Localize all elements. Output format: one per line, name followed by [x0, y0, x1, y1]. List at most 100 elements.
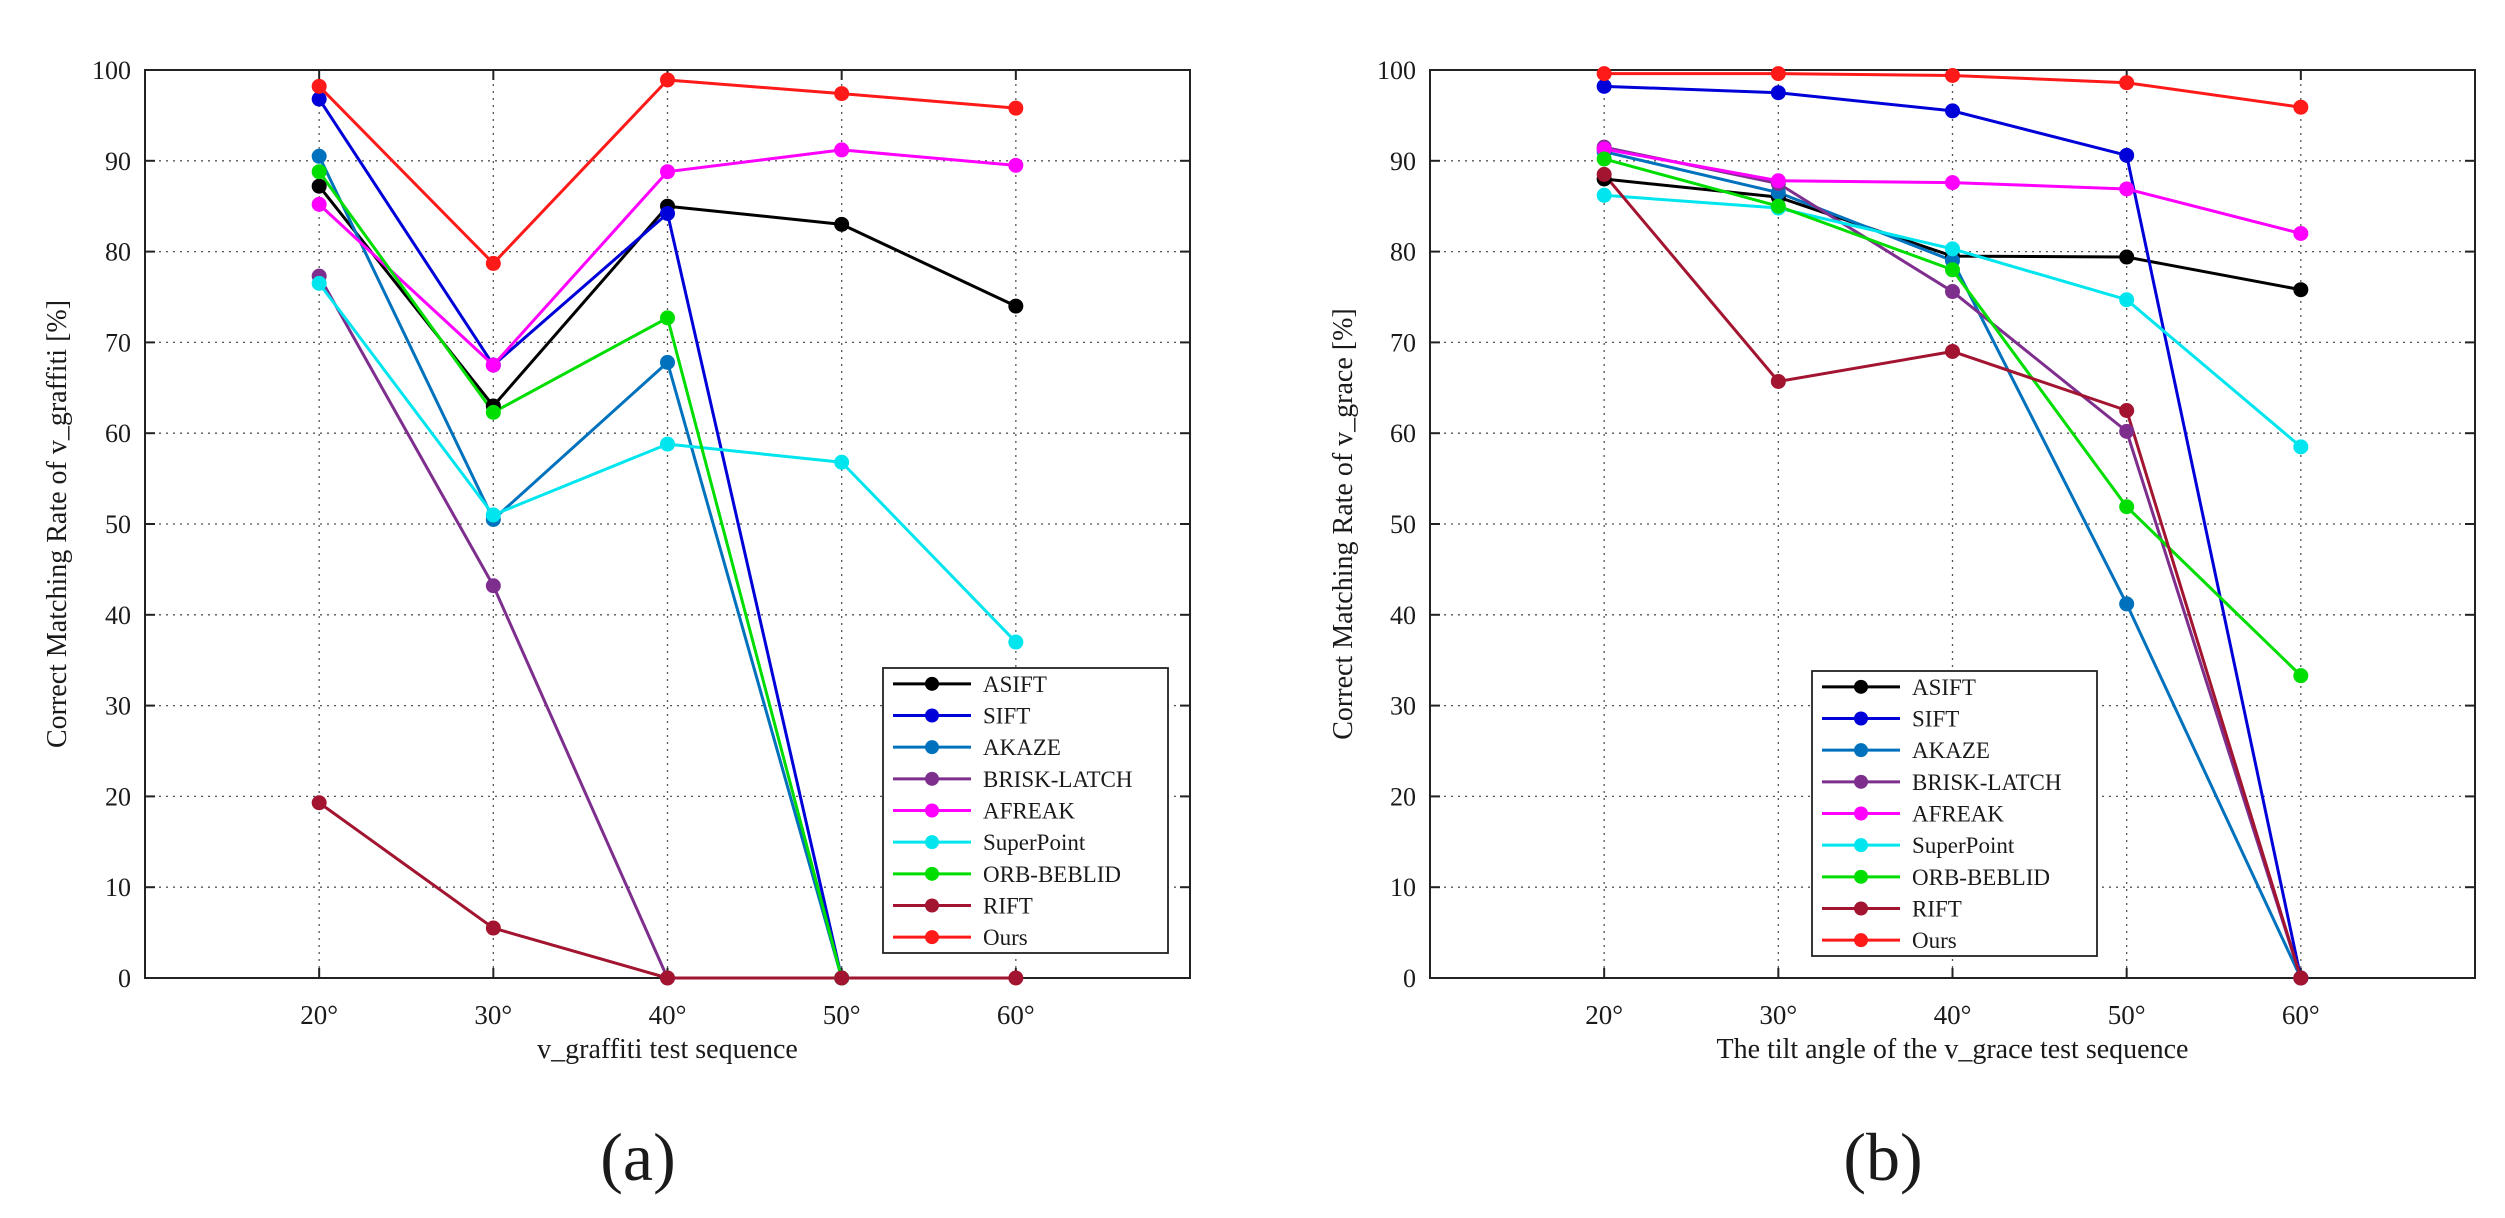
- data-point-afreak: [2119, 181, 2135, 197]
- data-point-superpoint: [1008, 634, 1024, 650]
- legend: ASIFT SIFT AKAZE BRISK-LATCH AFREAK SuperPoin…: [882, 667, 1169, 954]
- data-point-ours: [660, 72, 675, 88]
- data-point-asift: [311, 178, 327, 194]
- y-tick-label: 50: [1390, 510, 1416, 539]
- legend-swatch-marker: [925, 708, 939, 723]
- data-point-sift: [1596, 78, 1612, 94]
- legend-entry: RIFT: [1912, 897, 1962, 922]
- data-point-rift: [1596, 166, 1612, 182]
- y-tick-label: 60: [105, 419, 131, 448]
- legend-swatch-marker: [1854, 869, 1868, 884]
- y-tick-label: 100: [92, 56, 131, 85]
- data-point-afreak: [1945, 175, 1960, 191]
- y-tick-label: 30: [1390, 692, 1416, 721]
- y-tick-label: 70: [1390, 328, 1416, 357]
- data-point-asift: [834, 216, 850, 232]
- legend-swatch-marker: [925, 771, 939, 786]
- data-point-orb-beblid: [2293, 668, 2309, 684]
- legend-swatch-marker: [925, 740, 939, 755]
- data-point-afreak: [1770, 173, 1786, 189]
- legend-swatch-marker: [1854, 679, 1868, 694]
- legend-entry: RIFT: [983, 894, 1033, 919]
- x-tick-label: 60°: [2282, 1000, 2320, 1030]
- data-point-afreak: [485, 357, 501, 373]
- legend-entry: SIFT: [1912, 707, 1959, 732]
- legend-entry: BRISK-LATCH: [1912, 770, 2062, 795]
- data-point-afreak: [1008, 157, 1024, 173]
- legend-swatch-marker: [1854, 774, 1868, 789]
- data-point-afreak: [311, 196, 327, 212]
- legend-swatch-marker: [1854, 711, 1868, 726]
- data-point-afreak: [2293, 225, 2309, 241]
- x-tick-label: 30°: [474, 1000, 512, 1030]
- data-point-rift: [2293, 970, 2309, 986]
- legend-entry: AKAZE: [1912, 738, 1990, 763]
- data-point-ours: [834, 86, 850, 102]
- legend-entry: AFREAK: [983, 799, 1075, 824]
- data-point-rift: [1945, 343, 1960, 359]
- data-point-ours: [485, 255, 501, 271]
- data-point-orb-beblid: [1770, 198, 1786, 214]
- y-tick-label: 20: [105, 782, 131, 811]
- data-point-superpoint: [2293, 439, 2309, 455]
- data-point-ours: [311, 78, 327, 94]
- legend-entry: SuperPoint: [983, 830, 1086, 855]
- data-point-orb-beblid: [2119, 499, 2135, 515]
- x-tick-label: 40°: [1934, 1000, 1972, 1030]
- data-point-ours: [2293, 99, 2309, 115]
- data-point-akaze: [2119, 596, 2135, 612]
- legend-swatch-marker: [925, 676, 939, 691]
- data-point-rift: [1008, 970, 1024, 986]
- legend-swatch-marker: [1854, 838, 1868, 853]
- x-tick-label: 50°: [2108, 1000, 2146, 1030]
- legend-swatch-marker: [925, 803, 939, 818]
- legend-entry: AFREAK: [1912, 802, 2004, 827]
- x-tick-label: 30°: [1759, 1000, 1797, 1030]
- x-tick-label: 50°: [823, 1000, 861, 1030]
- legend-entry: SIFT: [983, 704, 1030, 729]
- data-point-superpoint: [485, 507, 501, 523]
- data-point-sift: [311, 91, 327, 107]
- legend-entry: SuperPoint: [1912, 833, 2015, 858]
- y-tick-label: 0: [118, 964, 131, 993]
- x-axis-label: v_graffiti test sequence: [537, 1034, 798, 1065]
- y-tick-label: 50: [105, 510, 131, 539]
- data-point-afreak: [834, 142, 850, 158]
- x-tick-label: 40°: [649, 1000, 687, 1030]
- data-point-afreak: [660, 164, 675, 180]
- legend-swatch-marker: [925, 866, 939, 881]
- legend-entry: BRISK-LATCH: [983, 767, 1133, 792]
- data-point-rift: [2119, 403, 2135, 418]
- data-point-orb-beblid: [1945, 262, 1960, 278]
- data-point-superpoint: [1596, 187, 1612, 203]
- data-point-orb-beblid: [660, 310, 675, 326]
- legend-swatch-marker: [1854, 901, 1868, 916]
- panel-label: (b): [1843, 1119, 1922, 1195]
- data-point-superpoint: [2119, 292, 2135, 308]
- data-point-ours: [1770, 66, 1786, 82]
- legend-entry: ASIFT: [983, 672, 1047, 697]
- data-point-sift: [1770, 85, 1786, 101]
- data-point-orb-beblid: [1596, 151, 1612, 167]
- y-tick-label: 20: [1390, 782, 1416, 811]
- legend-swatch-marker: [1854, 806, 1868, 821]
- data-point-rift: [485, 920, 501, 936]
- y-tick-label: 60: [1390, 419, 1416, 448]
- data-point-asift: [2119, 249, 2135, 265]
- y-tick-label: 80: [1390, 238, 1416, 267]
- data-point-rift: [1770, 373, 1786, 389]
- legend-entry: Ours: [983, 925, 1028, 950]
- data-point-akaze: [660, 354, 675, 370]
- data-point-asift: [1008, 298, 1024, 314]
- y-axis-label: Correct Matching Rate of v_graffiti [%]: [42, 300, 73, 748]
- data-point-rift: [311, 795, 327, 811]
- data-point-superpoint: [1945, 241, 1960, 257]
- y-tick-label: 90: [105, 147, 131, 176]
- y-tick-label: 0: [1403, 964, 1416, 993]
- y-tick-label: 90: [1390, 147, 1416, 176]
- legend-swatch-marker: [1854, 933, 1868, 948]
- series-line-orb-beblid: [317, 170, 844, 979]
- data-point-superpoint: [311, 275, 327, 291]
- y-tick-label: 10: [105, 873, 131, 902]
